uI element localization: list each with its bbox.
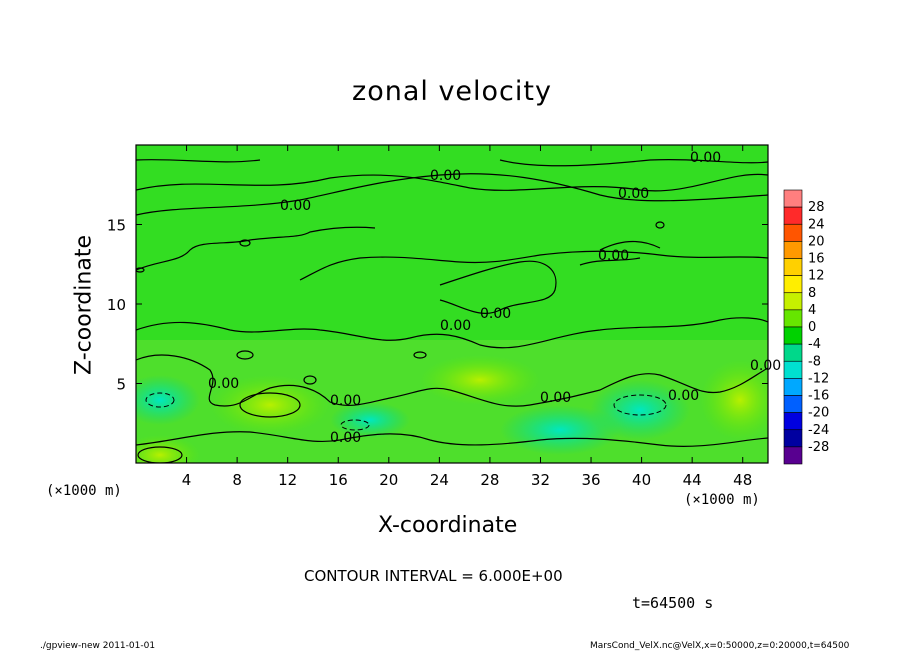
x-tick-label: 8 [232,471,242,489]
contour-labels: 0.00 0.00 0.00 0.00 0.00 0.00 0.00 0.00 0.00 0.00… [208,150,781,446]
y-axis-label: Z-coordinate [71,235,97,375]
colorbar-label: 28 [808,200,825,215]
time-label: t=64500 s [632,594,714,612]
colorbar-swatch [783,309,803,328]
colorbar-label: 16 [808,252,825,267]
colorbar-swatch [783,360,803,379]
colorbar-label: -24 [808,423,829,438]
x-tick-label: 16 [329,471,348,489]
contour-label: 0.00 [208,376,239,392]
x-tick-label: 36 [581,471,600,489]
colorbar-label: 8 [808,286,816,301]
colorbar: 28 24 20 16 12 8 4 0 -4 -8 -12 -16 -20 -24 -28 [783,189,829,465]
colorbar-label: 12 [808,269,825,284]
colorbar-swatch [783,326,803,345]
colorbar-swatch [783,395,803,413]
colorbar-label: -4 [808,337,821,352]
colorbar-label: 0 [808,320,816,335]
heatmap-field [136,145,768,463]
colorbar-swatch [783,258,803,276]
contour-label: 0.00 [280,198,311,214]
footer-command: ./gpview-new 2011-01-01 [40,641,156,651]
contour-label: 0.00 [330,393,361,409]
colorbar-label: 4 [808,303,816,318]
contour-label: 0.00 [668,388,699,404]
colorbar-label: 24 [808,217,825,232]
colorbar-swatch [783,446,803,465]
contour-label: 0.00 [598,248,629,264]
colorbar-swatch [783,275,803,294]
colorbar-swatch [783,343,803,362]
x-tick-label: 28 [480,471,499,489]
x-tick-label: 44 [683,471,702,489]
contour-label: 0.00 [330,430,361,446]
y-tick-label: 5 [116,376,126,394]
contour-interval-text: CONTOUR INTERVAL = 6.000E+00 [304,567,563,585]
colorbar-swatch [783,241,803,259]
y-tick-label: 15 [107,217,126,235]
colorbar-swatch [783,223,803,242]
x-unit-right: (×1000 m) [684,492,760,508]
colorbar-swatch [783,292,803,311]
colorbar-swatch [783,206,803,225]
colorbar-label: 20 [808,234,825,249]
y-tick-label: 10 [107,296,126,314]
colorbar-label: -28 [808,440,829,455]
x-axis: 4 8 12 16 20 24 28 32 36 40 44 48 [182,145,752,489]
colorbar-label: -16 [808,389,829,404]
colorbar-label: -20 [808,406,829,421]
x-tick-label: 48 [733,471,752,489]
colorbar-swatch [783,189,803,208]
colorbar-swatch [783,429,803,448]
y-axis: 5 10 15 [107,217,768,394]
contour-label: 0.00 [690,150,721,166]
x-tick-label: 12 [278,471,297,489]
footer-source: MarsCond_VelX.nc@VelX,x=0:50000,z=0:2000… [590,641,850,651]
x-tick-label: 20 [379,471,398,489]
colorbar-swatch [783,378,803,396]
x-tick-label: 24 [430,471,449,489]
contour-label: 0.00 [618,186,649,202]
x-tick-label: 4 [182,471,192,489]
x-axis-label: X-coordinate [378,513,518,538]
colorbar-label: -8 [808,354,821,369]
contour-label: 0.00 [750,358,781,374]
contour-label: 0.00 [540,390,571,406]
colorbar-swatch [783,412,803,431]
x-tick-label: 40 [632,471,651,489]
contour-label: 0.00 [480,306,511,322]
x-tick-label: 32 [531,471,550,489]
chart-title: zonal velocity [352,76,552,107]
contour-label: 0.00 [430,168,461,184]
colorbar-label: -12 [808,371,829,386]
x-unit-left: (×1000 m) [46,483,122,499]
contour-label: 0.00 [440,318,471,334]
